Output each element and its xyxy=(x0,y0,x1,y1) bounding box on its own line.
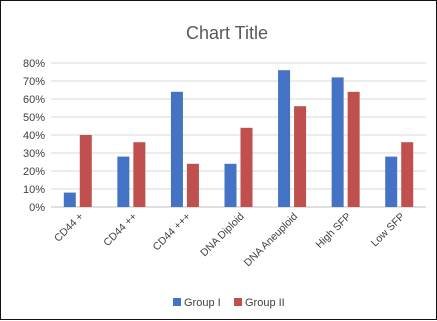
bar-group-ii xyxy=(347,91,360,207)
x-tick-label: CD44 + xyxy=(52,211,86,245)
bar-group-i xyxy=(117,156,130,207)
bar-group-i xyxy=(278,70,291,207)
y-tick-label: 50% xyxy=(23,112,45,124)
chart-title: Chart Title xyxy=(186,23,268,43)
bar-group-i xyxy=(170,91,183,207)
bar-group-ii xyxy=(186,163,199,207)
x-tick-label: CD44 ++ xyxy=(101,211,139,249)
bar-group-i xyxy=(224,163,237,207)
x-tick-label: CD44 +++ xyxy=(151,211,194,254)
legend-label: Group II xyxy=(245,297,285,309)
bar-group-i xyxy=(385,156,398,207)
y-tick-label: 60% xyxy=(23,94,45,106)
x-tick-label: High SFP xyxy=(314,211,354,251)
legend-swatch xyxy=(173,298,181,306)
y-tick-label: 80% xyxy=(23,58,45,70)
x-tick-label: Low SFP xyxy=(369,211,408,250)
y-tick-label: 0% xyxy=(29,202,45,214)
bar-group-ii xyxy=(294,106,307,207)
y-tick-label: 20% xyxy=(23,166,45,178)
bars xyxy=(63,70,414,208)
y-tick-label: 40% xyxy=(23,130,45,142)
bar-group-ii xyxy=(240,127,253,207)
legend-swatch xyxy=(234,298,242,306)
y-tick-label: 30% xyxy=(23,148,45,160)
y-tick-label: 10% xyxy=(23,184,45,196)
legend: Group I Group II xyxy=(173,297,285,309)
gridlines xyxy=(51,62,426,208)
x-tick-label: DNA Aneuploid xyxy=(242,211,301,270)
legend-label: Group I xyxy=(184,297,221,309)
bar-group-i xyxy=(331,77,344,208)
bar-group-i xyxy=(63,192,76,207)
x-tick-label: DNA Diploid xyxy=(198,211,247,260)
bar-group-ii xyxy=(79,135,92,207)
y-tick-label: 70% xyxy=(23,76,45,88)
bar-group-ii xyxy=(401,142,414,207)
bar-group-ii xyxy=(133,142,146,207)
y-axis: 0% 10% 20% 30% 40% 50% 60% 70% 80% xyxy=(23,58,45,214)
